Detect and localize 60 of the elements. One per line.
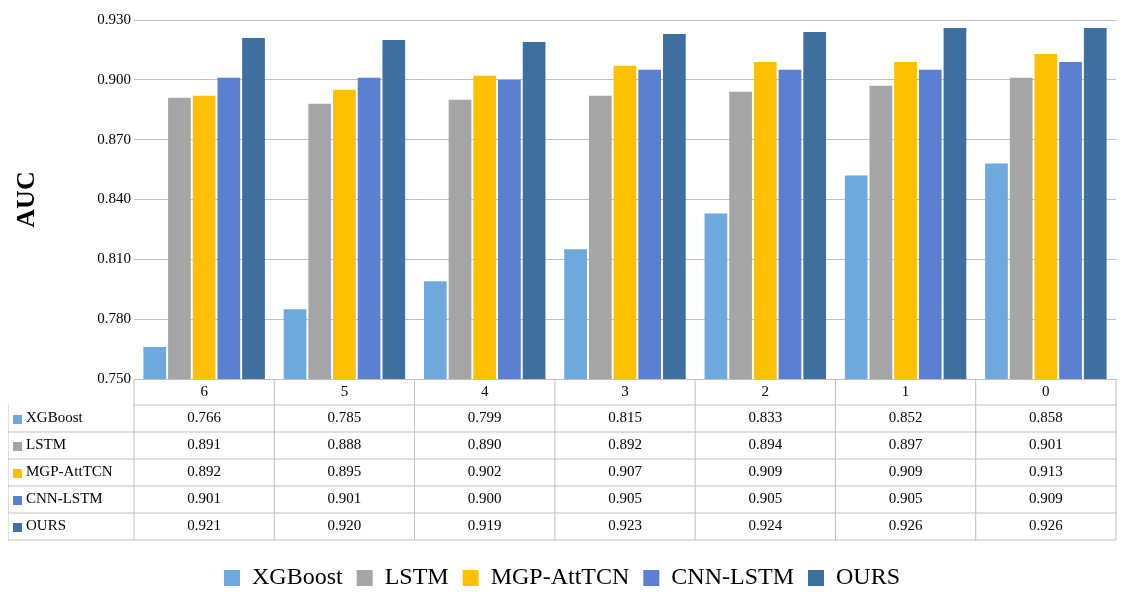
data-label: 0.852 <box>888 409 923 426</box>
x-tick-label: 2 <box>761 382 770 399</box>
data-label: 0.926 <box>1028 517 1064 534</box>
data-label: 0.858 <box>1028 409 1063 426</box>
data-label: 0.833 <box>748 409 783 426</box>
x-tick-label: 5 <box>340 382 349 399</box>
data-label: 0.909 <box>748 463 783 480</box>
x-tick-label: 3 <box>621 382 629 399</box>
text: OURS <box>26 517 67 534</box>
y-tick-label: 0.930 <box>97 10 131 27</box>
data-label: 0.909 <box>1028 490 1063 507</box>
x-tick-label: 0 <box>1042 382 1050 399</box>
y-tick-label: 0.750 <box>97 369 131 386</box>
data-label: 0.907 <box>608 463 643 480</box>
data-label: 0.799 <box>467 409 502 426</box>
data-label: 0.894 <box>748 436 783 453</box>
data-label: 0.924 <box>748 517 783 534</box>
data-label: 0.901 <box>327 490 362 507</box>
data-label: 0.901 <box>1028 436 1063 453</box>
data-label: 0.921 <box>187 517 222 534</box>
text: CNN-LSTM <box>26 490 103 507</box>
data-label: 0.785 <box>327 409 362 426</box>
data-label: 0.892 <box>608 436 642 453</box>
text: XGBoost <box>26 409 83 426</box>
text: LSTM <box>26 436 67 453</box>
y-tick-label: 0.870 <box>97 130 131 147</box>
y-tick-label: 0.900 <box>97 70 131 87</box>
data-label: 0.920 <box>327 517 362 534</box>
data-label: 0.897 <box>888 436 923 453</box>
y-tick-label: 0.810 <box>97 250 131 267</box>
data-label: 0.905 <box>608 490 642 507</box>
data-label: 0.905 <box>888 490 923 507</box>
legend-label: MGP-AttTCN <box>490 563 630 590</box>
legend-label: OURS <box>836 563 901 590</box>
legend-label: CNN-LSTM <box>671 563 795 590</box>
data-label: 0.901 <box>187 490 222 507</box>
data-label: 0.815 <box>608 409 642 426</box>
legend-label: XGBoost <box>251 563 343 590</box>
data-label: 0.919 <box>467 517 502 534</box>
data-label: 0.926 <box>888 517 923 534</box>
data-label: 0.923 <box>608 517 642 534</box>
y-tick-label: 0.840 <box>97 190 131 207</box>
data-label: 0.890 <box>467 436 502 453</box>
data-label: 0.766 <box>187 409 222 426</box>
data-label: 0.888 <box>327 436 362 453</box>
data-label: 0.902 <box>467 463 502 480</box>
data-label: 0.913 <box>1028 463 1063 480</box>
text: MGP-AttTCN <box>26 463 113 480</box>
data-label: 0.895 <box>327 463 362 480</box>
data-label: 0.892 <box>187 463 222 480</box>
data-label: 0.905 <box>748 490 783 507</box>
x-tick-label: 1 <box>901 382 910 399</box>
data-label: 0.891 <box>187 436 222 453</box>
data-label: 0.909 <box>888 463 923 480</box>
y-axis-title: AUC <box>11 171 41 228</box>
x-tick-label: 4 <box>480 382 489 399</box>
x-tick-label: 6 <box>200 382 209 399</box>
data-label: 0.900 <box>467 490 502 507</box>
legend-label: LSTM <box>384 563 449 590</box>
y-tick-label: 0.780 <box>97 310 131 327</box>
